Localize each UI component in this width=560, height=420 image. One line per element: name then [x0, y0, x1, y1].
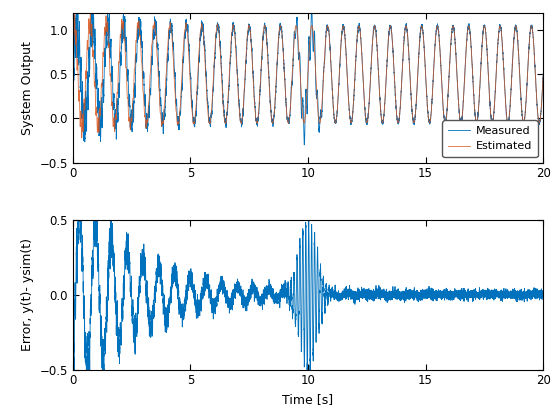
Estimated [368, 51, 375, 56]
Measured [73, 5, 80, 10]
Estimated [93, 105, 100, 110]
Estimated [540, 72, 547, 77]
Measured [368, 50, 375, 55]
X-axis label: Time [s]: Time [s] [282, 393, 334, 406]
Y-axis label: System Output: System Output [21, 41, 34, 134]
Estimated [444, 111, 450, 116]
Measured [444, 110, 450, 116]
Y-axis label: Error, y(t)- ysim(t): Error, y(t)- ysim(t) [21, 238, 34, 351]
Measured [240, 110, 246, 115]
Measured [418, 26, 425, 31]
Estimated [418, 23, 425, 28]
Measured [69, 71, 76, 76]
Legend: Measured, Estimated: Measured, Estimated [442, 121, 538, 157]
Estimated [70, 8, 77, 13]
Line: Measured: Measured [73, 8, 543, 145]
Measured [93, 66, 100, 71]
Measured [540, 72, 547, 77]
Measured [348, 121, 354, 126]
Estimated [78, 135, 85, 140]
Estimated [69, 16, 76, 21]
Line: Estimated: Estimated [73, 10, 543, 138]
Estimated [240, 105, 246, 110]
Measured [301, 142, 307, 147]
Estimated [348, 121, 354, 126]
